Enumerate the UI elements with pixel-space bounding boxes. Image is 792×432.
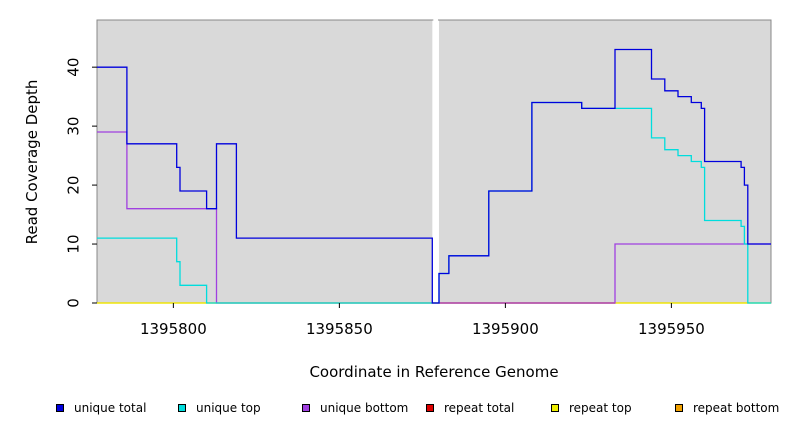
legend-item-unique-top: unique top — [178, 398, 261, 418]
series-line-unique-top — [97, 101, 771, 304]
legend-label: repeat top — [569, 401, 632, 415]
legend-swatch — [302, 404, 310, 412]
legend-item-unique-total: unique total — [56, 398, 146, 418]
legend-item-repeat-bottom: repeat bottom — [675, 398, 779, 418]
y-tick-label: 40 — [65, 58, 83, 77]
legend-label: unique bottom — [320, 401, 409, 415]
legend-swatch — [675, 404, 683, 412]
legend-label: unique top — [196, 401, 261, 415]
y-tick-label: 0 — [65, 298, 83, 308]
legend-label: repeat total — [444, 401, 515, 415]
x-tick-label: 1395900 — [472, 320, 539, 338]
series-line-unique-total — [97, 48, 771, 304]
x-axis-label: Coordinate in Reference Genome — [309, 363, 558, 381]
gap-divider — [433, 19, 438, 304]
y-tick-label: 20 — [65, 176, 83, 195]
x-tick-label: 1395950 — [638, 320, 705, 338]
legend-item-unique-bottom: unique bottom — [302, 398, 408, 418]
y-tick-label: 10 — [65, 234, 83, 253]
y-axis-label: Read Coverage Depth — [23, 80, 41, 245]
legend-item-repeat-top: repeat top — [551, 398, 632, 418]
legend-label: repeat bottom — [693, 401, 780, 415]
legend-label: unique total — [74, 401, 147, 415]
legend-swatch — [178, 404, 186, 412]
plot-panel-left — [97, 20, 433, 303]
x-tick-label: 1395850 — [306, 320, 373, 338]
series-lines — [97, 48, 771, 304]
legend-swatch — [426, 404, 434, 412]
y-tick-label: 30 — [65, 117, 83, 136]
x-tick-label: 1395800 — [140, 320, 207, 338]
legend-swatch — [56, 404, 64, 412]
legend: unique total unique top unique bottom re… — [0, 398, 792, 420]
legend-swatch — [551, 404, 559, 412]
plot-background — [96, 19, 772, 304]
legend-item-repeat-total: repeat total — [426, 398, 514, 418]
axes: 1395800 1395850 1395900 1395950 0 10 20 30 40 — [65, 58, 705, 338]
